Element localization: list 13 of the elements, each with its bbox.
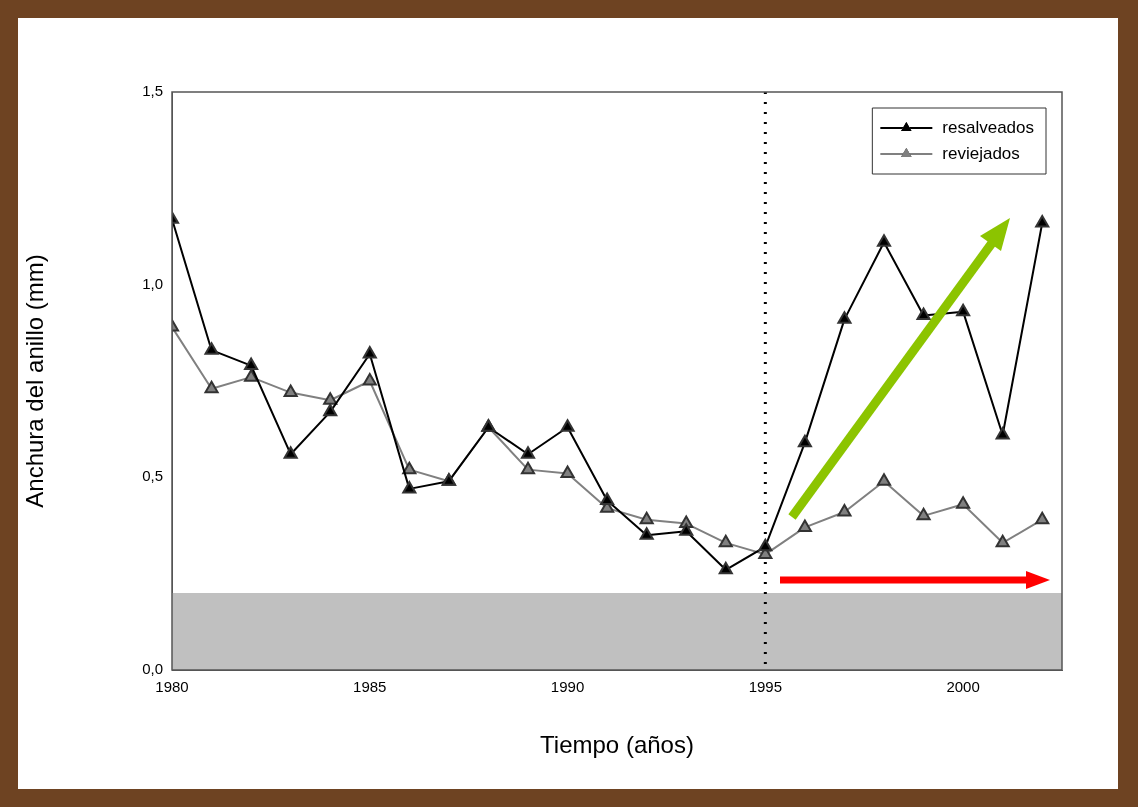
x-tick-label: 1980 xyxy=(155,678,189,696)
x-tick-label: 1995 xyxy=(748,678,783,696)
legend-label: resalveados xyxy=(942,117,1035,137)
x-tick-label: 1990 xyxy=(550,678,585,696)
y-tick-label: 1,5 xyxy=(142,82,163,100)
y-tick-label: 0,5 xyxy=(142,467,163,485)
x-tick-label: 2000 xyxy=(946,678,980,696)
y-tick-label: 1,0 xyxy=(142,274,163,292)
y-tick-label: 0,0 xyxy=(142,660,163,678)
x-tick-label: 1985 xyxy=(353,678,387,696)
x-axis-title: Tiempo (años) xyxy=(540,731,694,759)
legend-label: reviejados xyxy=(942,143,1020,163)
y-axis-title: Anchura del anillo (mm) xyxy=(21,254,49,508)
